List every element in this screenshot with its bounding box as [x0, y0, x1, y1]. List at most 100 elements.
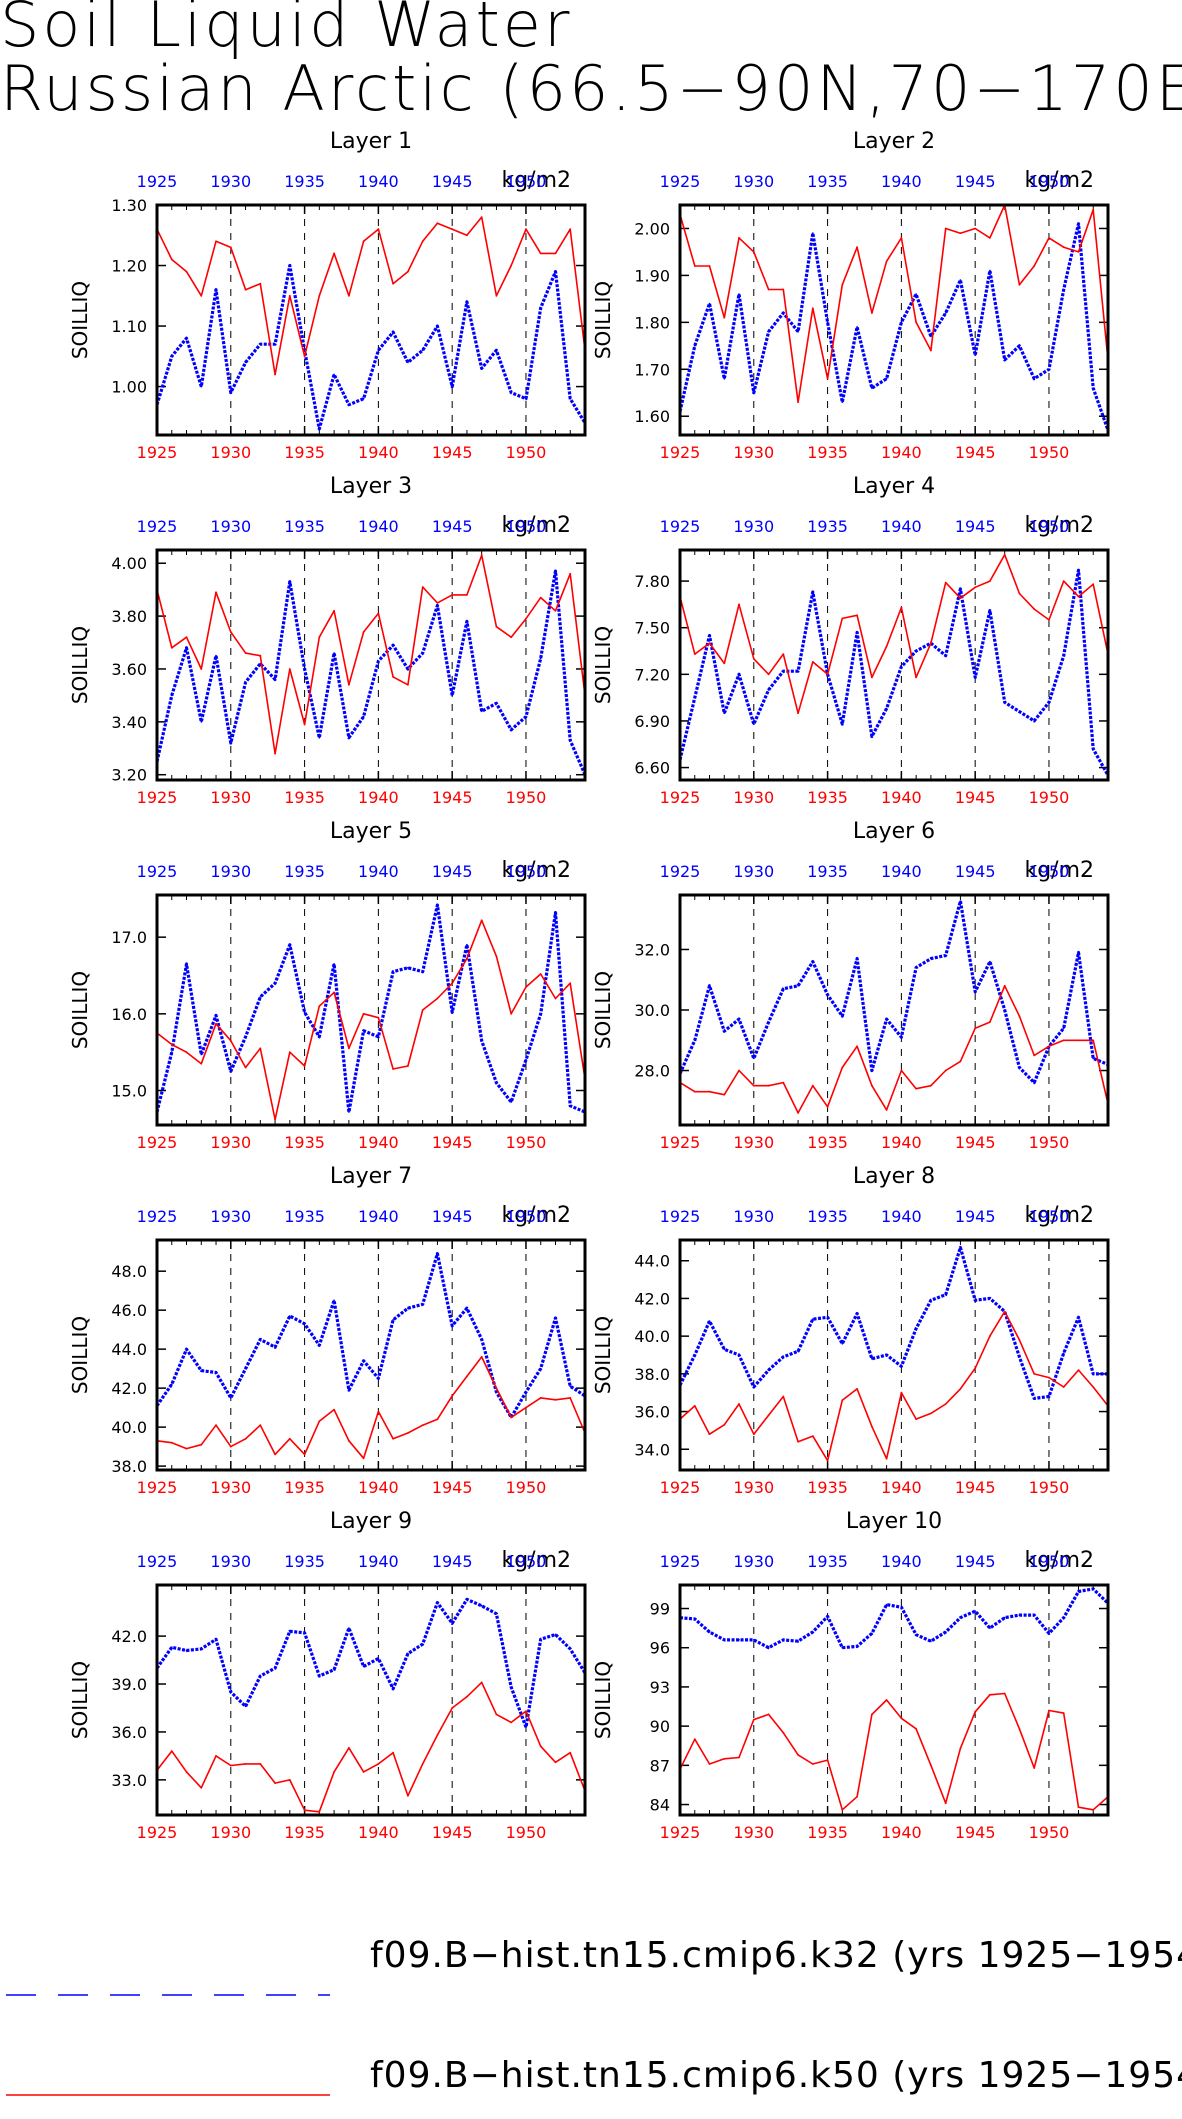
- x-tick-label-top: 1925: [137, 1552, 178, 1571]
- data-point-k50: [348, 1747, 350, 1749]
- panel-title: Layer 6: [853, 819, 935, 844]
- data-point-k32: [348, 1389, 350, 1391]
- data-point-k32: [510, 1686, 513, 1689]
- data-point-k50: [185, 1771, 188, 1773]
- series-line-k50: [156, 1356, 586, 1460]
- data-point-k32: [407, 361, 409, 364]
- legend-label-k50: f09.B−hist.tn15.cmip6.k50 (yrs 1925−1954…: [370, 2055, 1182, 2096]
- data-point-k32: [451, 385, 454, 388]
- data-point-k32: [1018, 344, 1021, 347]
- data-point-k32: [274, 982, 276, 985]
- y-axis-label: SOILLIQ: [68, 1316, 92, 1394]
- units-label: kg/m2: [1024, 1203, 1094, 1228]
- data-point-k32: [259, 343, 262, 346]
- data-point-k32: [215, 1371, 217, 1374]
- data-point-k32: [767, 1646, 770, 1649]
- data-point-k50: [318, 1420, 321, 1423]
- data-point-k32: [569, 397, 572, 400]
- data-point-k32: [723, 1030, 726, 1033]
- data-point-k32: [708, 302, 711, 305]
- data-point-k50: [871, 1713, 873, 1716]
- x-tick-label-top: 1930: [210, 172, 251, 191]
- data-point-k50: [348, 1439, 350, 1442]
- x-tick-label-top: 1930: [733, 517, 774, 536]
- data-point-k50: [797, 1440, 799, 1443]
- data-point-k32: [782, 987, 785, 990]
- data-point-k50: [930, 1084, 932, 1087]
- data-point-k50: [259, 1424, 262, 1427]
- data-point-k50: [752, 1433, 755, 1436]
- data-point-k50: [767, 1414, 770, 1417]
- data-point-k50: [797, 401, 799, 403]
- data-point-k32: [466, 1307, 468, 1310]
- data-point-k50: [407, 1065, 409, 1067]
- y-tick-label: 3.80: [111, 607, 147, 626]
- data-point-k32: [900, 1365, 903, 1368]
- data-point-k32: [1003, 359, 1006, 361]
- data-point-k32: [421, 652, 424, 654]
- data-point-k50: [1003, 984, 1006, 987]
- data-point-k32: [974, 990, 977, 993]
- data-point-k32: [525, 1058, 527, 1061]
- data-point-k32: [797, 670, 799, 673]
- x-tick-label-bottom: 1925: [660, 788, 701, 807]
- y-axis-label: SOILLIQ: [591, 1661, 615, 1739]
- data-point-k50: [811, 1435, 814, 1437]
- data-point-k50: [930, 1764, 932, 1767]
- data-point-k32: [259, 1338, 262, 1341]
- data-point-k32: [826, 994, 829, 996]
- data-point-k50: [495, 294, 498, 297]
- data-point-k50: [554, 1761, 557, 1764]
- x-tick-label-bottom: 1940: [881, 1478, 922, 1497]
- data-point-k32: [797, 330, 799, 333]
- data-point-k32: [466, 1598, 468, 1601]
- series-line-k32: [679, 1587, 1110, 1650]
- data-point-k32: [288, 943, 291, 946]
- data-point-k32: [693, 1354, 696, 1356]
- x-tick-label-top: 1945: [955, 1207, 996, 1226]
- data-point-k32: [989, 609, 991, 612]
- x-tick-label-bottom: 1930: [733, 443, 774, 462]
- data-point-k32: [1003, 701, 1006, 704]
- data-point-k32: [1048, 701, 1050, 704]
- main-title-line-1: Soil Liquid Water: [0, 0, 573, 61]
- data-point-k32: [693, 1618, 696, 1620]
- data-point-k32: [333, 963, 335, 965]
- data-point-k32: [944, 654, 947, 657]
- data-point-k32: [274, 678, 276, 681]
- x-tick-label-top: 1950: [1029, 862, 1070, 881]
- y-tick-label: 87: [650, 1756, 670, 1775]
- data-point-k50: [1018, 1727, 1021, 1730]
- data-point-k32: [915, 966, 917, 969]
- data-point-k50: [767, 288, 770, 291]
- data-point-k32: [1092, 1588, 1095, 1590]
- series-line-k50: [156, 216, 586, 376]
- data-point-k32: [170, 355, 173, 358]
- data-point-k32: [930, 1299, 932, 1302]
- x-tick-label-top: 1930: [733, 1552, 774, 1571]
- data-point-k32: [451, 694, 454, 697]
- data-point-k32: [569, 739, 572, 742]
- data-point-k50: [752, 657, 755, 660]
- data-point-k50: [797, 712, 799, 715]
- data-point-k50: [841, 283, 844, 286]
- chart-panels: Layer 1 kg/m2 SOILLIQ 1925 1925 1930 1930 1935 1…: [68, 129, 1110, 1842]
- panel-title: Layer 3: [330, 474, 412, 499]
- data-point-k50: [856, 1795, 858, 1798]
- x-tick-label-bottom: 1950: [506, 1133, 547, 1152]
- x-tick-label-bottom: 1930: [210, 443, 251, 462]
- data-point-k32: [244, 1035, 247, 1038]
- plot-frame: [155, 548, 587, 782]
- plot-frame: [678, 1238, 1110, 1472]
- series-line-k32: [678, 899, 1109, 1085]
- data-point-k50: [1048, 1376, 1050, 1379]
- y-tick-label: 7.80: [634, 572, 670, 591]
- data-point-k32: [1077, 222, 1080, 225]
- data-point-k50: [569, 982, 572, 985]
- data-point-k32: [708, 984, 711, 987]
- data-point-k50: [723, 316, 726, 319]
- y-axis-label: SOILLIQ: [591, 281, 615, 359]
- panel-layer-5: Layer 5 kg/m2 SOILLIQ 1925 1925 1930 1930 1935 1…: [68, 819, 587, 1152]
- data-point-k50: [1048, 237, 1050, 239]
- data-point-k32: [495, 702, 498, 705]
